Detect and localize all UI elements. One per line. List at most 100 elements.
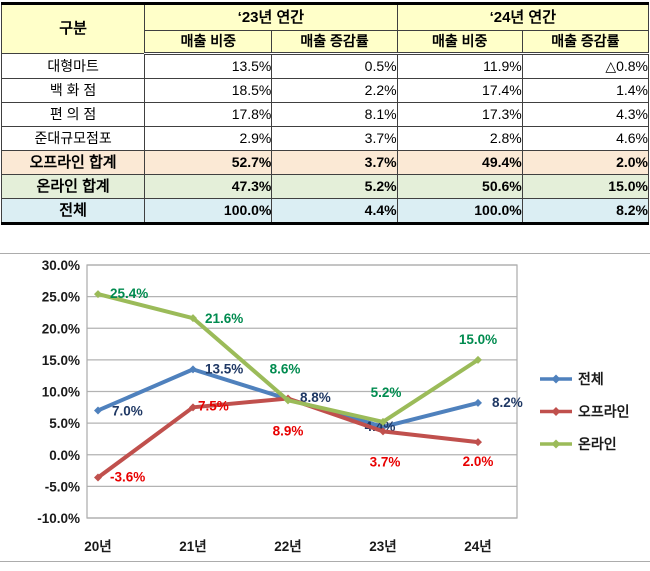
- value-cell: 5.2%: [271, 174, 398, 199]
- value-cell: 13.5%: [144, 53, 273, 79]
- point-marker: [94, 290, 102, 299]
- value-cell: 15.0%: [521, 174, 650, 199]
- data-label: 2.0%: [463, 454, 494, 469]
- y-tick-label: -10.0%: [37, 511, 80, 526]
- value-cell: 52.7%: [144, 150, 273, 175]
- row-label: 전체: [0, 198, 146, 224]
- table-row: 대형마트 13.5% 0.5% 11.9% △0.8%: [0, 53, 650, 79]
- value-cell: 4.4%: [271, 198, 398, 224]
- value-cell: 50.6%: [396, 174, 523, 199]
- sales-table-section: 구분 ‘23년 연간 ‘24년 연간 매출 비중 매출 증감률 매출 비중 매출…: [0, 0, 650, 225]
- table-row: 준대규모점포 2.9% 3.7% 2.8% 4.6%: [0, 126, 650, 151]
- point-marker: [94, 473, 102, 482]
- value-cell: 49.4%: [396, 150, 523, 175]
- row-label: 준대규모점포: [0, 126, 146, 151]
- legend-marker: [551, 439, 561, 449]
- col-header-growth-23: 매출 증감률: [271, 30, 398, 55]
- point-marker: [379, 417, 387, 426]
- point-marker: [94, 406, 102, 415]
- value-cell: 17.4%: [396, 78, 523, 103]
- row-label: 오프라인 합계: [0, 150, 146, 175]
- col-header-share-23: 매출 비중: [144, 30, 273, 55]
- point-marker: [189, 314, 197, 323]
- point-marker: [189, 403, 197, 412]
- row-label: 대형마트: [0, 53, 146, 79]
- table-row: 온라인 합계 47.3% 5.2% 50.6% 15.0%: [0, 174, 650, 199]
- point-marker: [284, 396, 292, 405]
- value-cell: 8.2%: [521, 198, 650, 224]
- col-header-share-24: 매출 비중: [396, 30, 523, 55]
- y-tick-label: -5.0%: [45, 479, 80, 494]
- table-row: 오프라인 합계 52.7% 3.7% 49.4% 2.0%: [0, 150, 650, 175]
- chart-svg: 30.0% 25.0% 20.0% 15.0% 10.0% 5.0% 0.0% -5.0% -1…: [37, 258, 630, 554]
- value-cell: 2.2%: [271, 78, 398, 103]
- category-header-cell: 구분: [0, 3, 146, 54]
- sales-table: 구분 ‘23년 연간 ‘24년 연간 매출 비중 매출 증감률 매출 비중 매출…: [0, 2, 650, 225]
- value-cell: 18.5%: [144, 78, 273, 103]
- sales-table-body: 대형마트 13.5% 0.5% 11.9% △0.8% 백 화 점 18.5% 2.2% 17.…: [0, 53, 650, 224]
- value-cell: 4.6%: [521, 126, 650, 151]
- table-header-row-subcols: 매출 비중 매출 증감률 매출 비중 매출 증감률: [2, 30, 650, 55]
- y-tick-label: 10.0%: [42, 385, 80, 400]
- x-tick-label: 20년: [84, 539, 111, 554]
- y-tick-label: 5.0%: [49, 416, 80, 431]
- value-cell: 47.3%: [144, 174, 273, 199]
- data-label: 8.2%: [492, 395, 523, 410]
- data-label: 13.5%: [205, 361, 243, 376]
- value-cell: 11.9%: [396, 53, 523, 79]
- data-label: 3.7%: [370, 454, 401, 469]
- row-label: 온라인 합계: [0, 174, 146, 199]
- x-tick-label: 21년: [179, 539, 206, 554]
- table-header-row-groups: 구분 ‘23년 연간 ‘24년 연간: [0, 3, 650, 54]
- value-cell: 2.0%: [521, 150, 650, 175]
- value-cell: 3.7%: [271, 126, 398, 151]
- y-tick-label: 0.0%: [49, 448, 80, 463]
- value-cell: 17.3%: [396, 102, 523, 127]
- data-label: 7.5%: [198, 398, 229, 413]
- legend-marker: [551, 407, 561, 416]
- value-cell: 3.7%: [271, 150, 398, 175]
- col-header-growth-24: 매출 증감률: [521, 30, 650, 55]
- data-label: -3.6%: [110, 470, 145, 485]
- table-row: 백 화 점 18.5% 2.2% 17.4% 1.4%: [0, 78, 650, 103]
- data-label: 25.4%: [110, 286, 148, 301]
- year-2024-group-header: ‘24년 연간: [396, 3, 650, 31]
- row-label: 백 화 점: [0, 78, 146, 103]
- growth-line-chart: 30.0% 25.0% 20.0% 15.0% 10.0% 5.0% 0.0% -5.0% -1…: [0, 253, 650, 562]
- legend-label: 온라인: [578, 436, 617, 452]
- value-cell: 17.8%: [144, 102, 273, 127]
- x-tick-label: 24년: [464, 539, 491, 554]
- data-label: 5.2%: [371, 385, 402, 400]
- y-tick-label: 30.0%: [42, 258, 80, 273]
- y-tick-label: 20.0%: [42, 321, 80, 336]
- table-row: 편 의 점 17.8% 8.1% 17.3% 4.3%: [0, 102, 650, 127]
- point-marker: [474, 438, 482, 447]
- y-tick-label: 15.0%: [42, 353, 80, 368]
- point-marker: [379, 427, 387, 436]
- value-cell: 4.3%: [521, 102, 650, 127]
- data-label: 15.0%: [459, 332, 497, 347]
- year-2023-group-header: ‘23년 연간: [144, 3, 398, 31]
- x-tick-label: 22년: [274, 539, 301, 554]
- value-cell: 2.9%: [144, 126, 273, 151]
- legend-label: 전체: [578, 371, 604, 387]
- value-cell: △0.8%: [521, 53, 650, 79]
- y-tick-label: 25.0%: [42, 290, 80, 305]
- x-tick-label: 23년: [369, 539, 396, 554]
- data-label: 21.6%: [205, 311, 243, 326]
- legend-label: 오프라인: [578, 404, 630, 420]
- data-label: 8.8%: [300, 390, 331, 405]
- point-marker: [189, 365, 197, 374]
- value-cell: 0.5%: [271, 53, 398, 79]
- data-label: 7.0%: [112, 403, 143, 418]
- legend-marker: [551, 374, 561, 384]
- point-marker: [474, 398, 482, 407]
- value-cell: 2.8%: [396, 126, 523, 151]
- data-label: 8.9%: [273, 423, 304, 438]
- value-cell: 100.0%: [396, 198, 523, 224]
- plot-border: [86, 264, 518, 519]
- value-cell: 100.0%: [144, 198, 273, 224]
- value-cell: 8.1%: [271, 102, 398, 127]
- point-marker: [474, 355, 482, 364]
